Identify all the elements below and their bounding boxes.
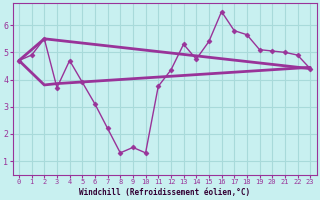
X-axis label: Windchill (Refroidissement éolien,°C): Windchill (Refroidissement éolien,°C)	[79, 188, 250, 197]
